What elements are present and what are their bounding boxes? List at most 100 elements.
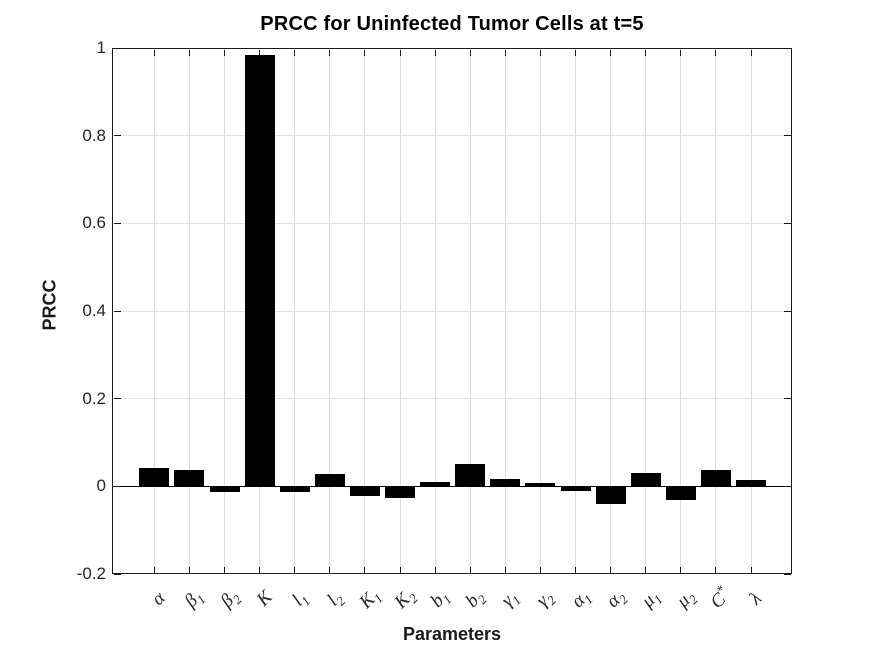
bar (455, 463, 486, 487)
x-tick-label: l1 (287, 591, 313, 611)
x-tick-label: μ2 (672, 590, 701, 612)
x-tick (364, 49, 366, 56)
y-tick (113, 310, 121, 312)
bar (736, 479, 766, 487)
y-tick (783, 398, 791, 400)
x-tick (434, 566, 436, 573)
bar (560, 486, 591, 491)
x-tick (645, 566, 647, 573)
y-tick (783, 135, 791, 137)
x-tick (294, 49, 296, 56)
grid-line-horizontal (113, 310, 791, 312)
x-tick (224, 566, 225, 573)
bar (525, 482, 556, 487)
x-tick (469, 49, 471, 56)
x-tick (259, 49, 261, 56)
y-tick (113, 135, 121, 137)
bar (139, 467, 170, 487)
x-tick (575, 566, 576, 573)
x-tick-label: β2 (216, 590, 245, 612)
x-tick-label: K1 (355, 589, 386, 613)
x-tick-label: γ1 (497, 590, 525, 612)
bar (174, 470, 205, 487)
y-tick (113, 573, 121, 575)
x-tick-label: K (252, 586, 277, 611)
y-tick (783, 222, 791, 224)
x-tick (750, 49, 752, 56)
bar (209, 486, 240, 493)
bar (700, 469, 731, 487)
x-tick-label: α2 (601, 589, 631, 612)
y-tick (783, 573, 791, 575)
grid-line-horizontal (113, 398, 791, 400)
x-tick-label: b2 (461, 590, 490, 612)
x-tick (680, 566, 682, 573)
bar (385, 486, 415, 498)
x-tick (434, 49, 436, 56)
x-tick (715, 49, 717, 56)
y-tick-label: 0.2 (82, 388, 106, 408)
x-tick (294, 566, 296, 573)
bar (420, 482, 451, 487)
x-tick (575, 49, 576, 56)
x-tick-label: λ (745, 588, 766, 609)
x-tick (610, 49, 612, 56)
x-tick (399, 566, 401, 573)
y-tick-label: 0 (96, 476, 106, 496)
bar (279, 486, 310, 492)
x-tick (680, 49, 682, 56)
bar (244, 54, 275, 487)
x-tick (504, 49, 506, 56)
x-tick-label: C* (706, 582, 731, 613)
x-tick (504, 566, 506, 573)
y-tick-label: -0.2 (76, 564, 106, 583)
zero-line (112, 485, 792, 488)
y-tick-label: 0.4 (82, 301, 106, 320)
y-tick-label: 1 (96, 38, 106, 57)
x-tick (469, 566, 471, 573)
x-tick-label: b1 (426, 590, 455, 612)
y-tick-label: 0.8 (82, 125, 106, 145)
x-tick (329, 49, 331, 56)
x-tick-label: K2 (390, 589, 421, 613)
bar (630, 472, 661, 487)
x-tick-label: α (147, 587, 170, 610)
bar (314, 474, 345, 487)
x-tick (224, 49, 225, 56)
y-tick (783, 47, 791, 49)
y-tick (783, 485, 791, 487)
bar (490, 479, 521, 487)
x-tick (539, 566, 541, 573)
x-axis-label: Parameters (402, 624, 502, 644)
grid-line-horizontal (113, 135, 791, 137)
x-tick-label: l2 (322, 591, 349, 611)
x-tick (188, 49, 190, 56)
bar (595, 486, 626, 504)
y-tick (783, 310, 791, 312)
x-tick (399, 49, 401, 56)
x-tick (259, 566, 261, 573)
x-tick (750, 566, 752, 573)
x-tick-label: α1 (566, 589, 596, 612)
x-tick (715, 566, 717, 573)
x-tick-label: β1 (180, 590, 210, 612)
x-tick-label: μ1 (637, 590, 666, 612)
x-tick (153, 49, 155, 56)
x-tick (329, 566, 331, 573)
x-tick (364, 566, 366, 573)
x-tick (188, 566, 190, 573)
y-tick (113, 398, 121, 400)
x-tick (539, 49, 541, 56)
y-tick (113, 485, 121, 487)
x-tick-label: γ2 (532, 590, 560, 612)
y-tick (113, 47, 121, 49)
y-tick-label: 0.6 (82, 213, 106, 233)
x-tick (645, 49, 647, 56)
x-tick (153, 566, 155, 573)
bar (349, 486, 380, 496)
chart-title: PRCC for Uninfected Tumor Cells at t=5 (260, 13, 644, 35)
x-tick (610, 566, 612, 573)
y-tick (113, 222, 121, 224)
bar (665, 486, 696, 500)
